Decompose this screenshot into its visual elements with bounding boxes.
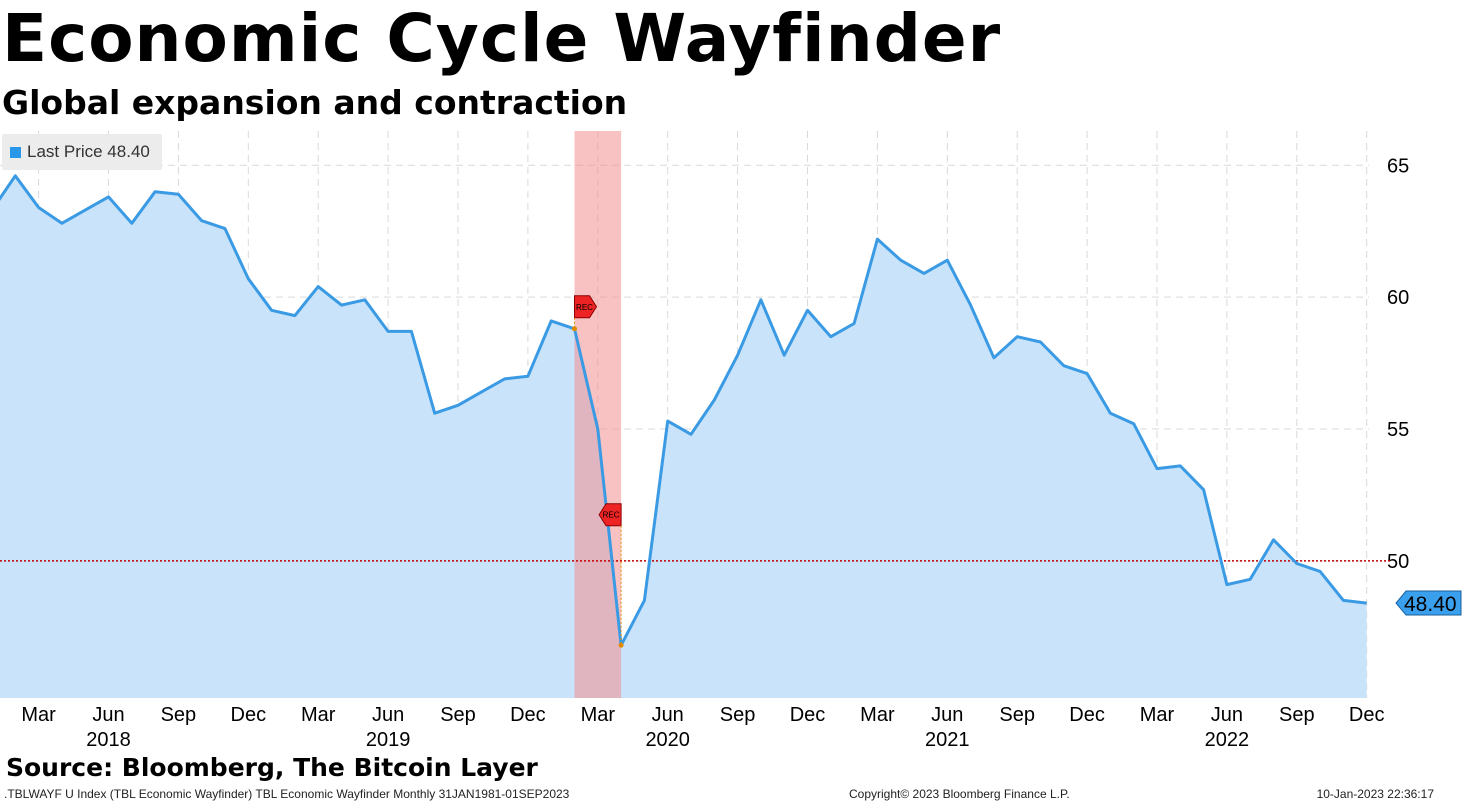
x-year-label: 2018 bbox=[86, 729, 131, 751]
source-note: Source: Bloomberg, The Bitcoin Layer bbox=[6, 753, 538, 782]
recession-end-marker bbox=[598, 503, 622, 527]
y-tick-label: 50 bbox=[1387, 551, 1409, 573]
recession-end-point bbox=[618, 642, 624, 648]
x-tick-label: Mar bbox=[1140, 704, 1175, 726]
recession-start-label: REC bbox=[576, 303, 593, 312]
y-tick-label: 55 bbox=[1387, 419, 1409, 441]
series-line bbox=[0, 174, 1367, 647]
x-tick-label: Dec bbox=[231, 704, 267, 726]
recession-start-marker bbox=[574, 295, 598, 319]
x-year-label: 2020 bbox=[645, 729, 690, 751]
x-tick-label: Dec bbox=[1069, 704, 1105, 726]
x-tick-label: Mar bbox=[581, 704, 616, 726]
x-tick-label: Jun bbox=[92, 704, 124, 726]
footer-timestamp: 10-Jan-2023 22:36:17 bbox=[1316, 787, 1434, 801]
recession-band bbox=[574, 131, 622, 698]
x-tick-label: Dec bbox=[510, 704, 546, 726]
x-tick-label: Mar bbox=[301, 704, 336, 726]
x-tick-label: Jun bbox=[1211, 704, 1243, 726]
page-subtitle: Global expansion and contraction bbox=[2, 83, 628, 122]
footer-copyright: Copyright© 2023 Bloomberg Finance L.P. bbox=[849, 787, 1070, 801]
x-tick-label: Sep bbox=[1279, 704, 1315, 726]
x-tick-label: Dec bbox=[790, 704, 826, 726]
series-area bbox=[0, 175, 1367, 698]
x-tick-label: Sep bbox=[440, 704, 476, 726]
x-tick-label: Jun bbox=[652, 704, 684, 726]
recession-end-label: REC bbox=[603, 511, 620, 520]
y-tick-label: 65 bbox=[1387, 155, 1409, 177]
legend-swatch bbox=[10, 146, 21, 158]
x-tick-label: Mar bbox=[860, 704, 895, 726]
x-tick-label: Jun bbox=[931, 704, 963, 726]
last-value-label: 48.40 bbox=[1404, 593, 1457, 616]
last-value-tag bbox=[1395, 590, 1462, 616]
y-tick-label: 60 bbox=[1387, 287, 1409, 309]
x-tick-label: Dec bbox=[1349, 704, 1385, 726]
legend-label: Last Price 48.40 bbox=[27, 142, 150, 161]
legend: Last Price 48.40 bbox=[2, 134, 162, 170]
x-tick-label: Sep bbox=[720, 704, 756, 726]
x-tick-label: Sep bbox=[999, 704, 1035, 726]
x-year-label: 2019 bbox=[366, 729, 411, 751]
page-title: Economic Cycle Wayfinder bbox=[2, 0, 1002, 77]
x-tick-label: Sep bbox=[161, 704, 197, 726]
x-year-label: 2022 bbox=[1205, 729, 1250, 751]
x-tick-label: Mar bbox=[21, 704, 56, 726]
x-tick-label: Jun bbox=[372, 704, 404, 726]
footer-index-info: .TBLWAYF U Index (TBL Economic Wayfinder… bbox=[4, 787, 570, 801]
recession-start-point bbox=[572, 326, 577, 332]
x-year-label: 2021 bbox=[925, 729, 970, 751]
